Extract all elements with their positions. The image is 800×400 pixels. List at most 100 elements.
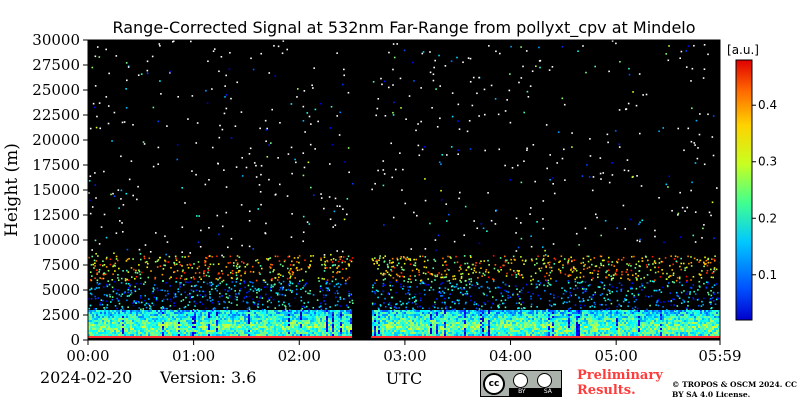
signal-pixel bbox=[452, 316, 454, 318]
signal-pixel bbox=[648, 330, 650, 332]
signal-pixel bbox=[560, 320, 562, 322]
signal-pixel bbox=[680, 324, 682, 326]
signal-pixel bbox=[306, 314, 308, 316]
signal-pixel bbox=[500, 318, 502, 320]
signal-pixel bbox=[224, 326, 226, 328]
signal-pixel bbox=[446, 310, 448, 312]
signal-pixel bbox=[202, 316, 204, 318]
signal-pixel bbox=[658, 326, 660, 328]
signal-pixel bbox=[232, 320, 234, 322]
signal-pixel bbox=[608, 332, 610, 334]
signal-pixel bbox=[164, 310, 166, 312]
signal-pixel bbox=[586, 322, 588, 324]
signal-pixel bbox=[432, 318, 434, 320]
signal-pixel bbox=[142, 316, 144, 318]
signal-pixel bbox=[208, 322, 210, 324]
signal-pixel bbox=[375, 289, 378, 292]
signal-pixel bbox=[292, 316, 294, 318]
signal-pixel bbox=[566, 330, 568, 332]
signal-pixel bbox=[300, 288, 302, 291]
signal-pixel bbox=[218, 322, 220, 324]
signal-pixel bbox=[106, 320, 108, 322]
signal-pixel bbox=[100, 312, 102, 314]
signal-pixel bbox=[632, 330, 634, 332]
signal-pixel bbox=[430, 326, 432, 328]
signal-pixel bbox=[162, 314, 164, 316]
signal-pixel bbox=[422, 324, 424, 326]
signal-pixel bbox=[316, 320, 318, 322]
signal-pixel bbox=[472, 332, 474, 334]
signal-pixel bbox=[694, 324, 696, 326]
signal-pixel bbox=[146, 322, 148, 324]
signal-pixel bbox=[520, 289, 523, 291]
signal-pixel bbox=[616, 286, 618, 289]
signal-pixel bbox=[430, 330, 432, 332]
signal-pixel bbox=[92, 320, 94, 322]
signal-pixel bbox=[192, 290, 195, 293]
signal-pixel bbox=[530, 295, 532, 298]
signal-pixel bbox=[410, 334, 412, 336]
signal-pixel bbox=[458, 314, 460, 316]
signal-pixel bbox=[254, 318, 256, 320]
signal-pixel bbox=[112, 316, 114, 318]
signal-pixel bbox=[496, 316, 498, 318]
signal-pixel bbox=[268, 332, 270, 334]
signal-pixel bbox=[298, 312, 300, 314]
signal-pixel bbox=[596, 328, 598, 330]
signal-pixel bbox=[454, 314, 456, 316]
signal-pixel bbox=[648, 328, 650, 330]
signal-pixel bbox=[517, 307, 519, 310]
signal-pixel bbox=[330, 316, 332, 318]
signal-pixel bbox=[382, 312, 384, 314]
signal-pixel bbox=[350, 324, 352, 326]
signal-pixel bbox=[546, 318, 548, 320]
signal-pixel bbox=[294, 310, 296, 312]
signal-pixel bbox=[416, 328, 418, 330]
signal-pixel bbox=[521, 309, 524, 312]
signal-pixel bbox=[526, 322, 528, 324]
signal-pixel bbox=[212, 322, 214, 324]
signal-pixel bbox=[174, 332, 176, 334]
signal-pixel bbox=[528, 326, 530, 328]
signal-pixel bbox=[618, 316, 620, 318]
signal-pixel bbox=[288, 303, 290, 305]
signal-pixel bbox=[116, 330, 118, 332]
signal-pixel bbox=[718, 298, 720, 300]
signal-pixel bbox=[154, 322, 156, 324]
signal-pixel bbox=[668, 322, 670, 324]
signal-pixel bbox=[667, 300, 670, 303]
signal-pixel bbox=[650, 334, 652, 336]
signal-pixel bbox=[319, 287, 322, 289]
signal-pixel bbox=[424, 330, 426, 332]
signal-pixel bbox=[520, 307, 523, 310]
signal-pixel bbox=[223, 307, 226, 309]
signal-pixel bbox=[298, 326, 300, 328]
signal-pixel bbox=[250, 312, 252, 314]
signal-pixel bbox=[128, 318, 130, 320]
signal-pixel bbox=[466, 310, 468, 312]
signal-pixel bbox=[110, 318, 112, 320]
signal-pixel bbox=[420, 314, 422, 316]
signal-pixel bbox=[250, 320, 252, 322]
signal-pixel bbox=[542, 312, 544, 314]
signal-pixel bbox=[552, 314, 554, 316]
signal-pixel bbox=[212, 310, 214, 312]
signal-pixel bbox=[650, 332, 652, 334]
signal-pixel bbox=[628, 318, 630, 320]
signal-pixel bbox=[690, 320, 692, 322]
signal-pixel bbox=[710, 307, 712, 310]
signal-pixel bbox=[206, 322, 208, 324]
signal-pixel bbox=[395, 307, 398, 309]
signal-pixel bbox=[200, 316, 202, 318]
signal-pixel bbox=[566, 312, 568, 314]
signal-pixel bbox=[388, 312, 390, 314]
signal-pixel bbox=[94, 314, 96, 316]
signal-pixel bbox=[474, 284, 477, 287]
signal-pixel bbox=[694, 332, 696, 334]
signal-pixel bbox=[456, 324, 458, 326]
signal-pixel bbox=[498, 320, 500, 322]
signal-pixel bbox=[504, 326, 506, 328]
signal-pixel bbox=[568, 316, 570, 318]
signal-pixel bbox=[320, 324, 322, 326]
signal-pixel bbox=[150, 330, 152, 332]
